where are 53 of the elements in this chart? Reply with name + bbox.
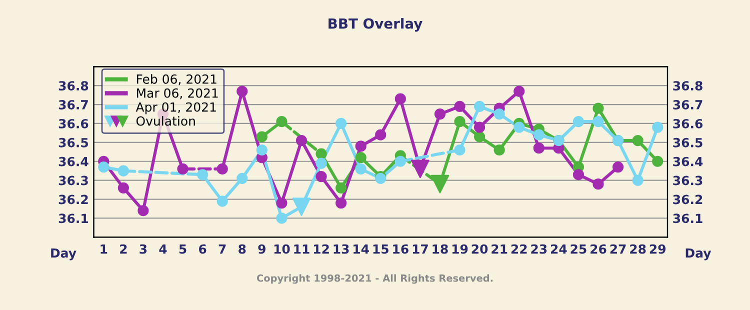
x-tick-label: 7 bbox=[218, 244, 226, 254]
y-tick-label: 36.2 bbox=[58, 194, 88, 204]
x-tick-label: 27 bbox=[610, 244, 626, 254]
x-tick-label: 20 bbox=[472, 244, 488, 254]
y-tick-label: 36.6 bbox=[58, 118, 88, 128]
x-tick-label: 3 bbox=[140, 244, 147, 254]
x-tick-label: 11 bbox=[294, 244, 310, 254]
x-tick-label: 12 bbox=[314, 244, 329, 254]
x-tick-label: 19 bbox=[452, 244, 468, 254]
x-tick-label: 25 bbox=[570, 244, 586, 254]
x-tick-label: 21 bbox=[492, 244, 508, 254]
y-tick-label: 36.3 bbox=[58, 176, 88, 186]
x-tick-label: 9 bbox=[258, 244, 266, 254]
legend-label: Feb 06, 2021 bbox=[136, 74, 216, 86]
y-tick-label: 36.5 bbox=[58, 138, 88, 148]
x-tick-label: 6 bbox=[198, 244, 206, 254]
legend-label: Mar 06, 2021 bbox=[136, 88, 218, 100]
y-tick-label: 36.1 bbox=[58, 214, 88, 224]
text: Day bbox=[686, 248, 712, 260]
x-tick-label: 16 bbox=[393, 244, 408, 254]
x-tick-label: 22 bbox=[511, 244, 527, 254]
x-tick-label: 15 bbox=[373, 244, 388, 254]
x-tick-label: 28 bbox=[630, 244, 646, 254]
y2-tick-label: 36.1 bbox=[673, 214, 702, 224]
x-tick-label: 4 bbox=[159, 244, 167, 254]
x-tick-label: 18 bbox=[432, 244, 448, 254]
y-tick-label: 36.8 bbox=[58, 81, 88, 91]
x-tick-label: 8 bbox=[238, 244, 246, 254]
x-tick-label: 14 bbox=[354, 244, 369, 254]
x-tick-label: 2 bbox=[120, 244, 127, 254]
x-tick-label: 29 bbox=[650, 244, 666, 254]
y2-tick-label: 36.2 bbox=[673, 194, 702, 204]
y2-tick-label: 36.3 bbox=[673, 176, 702, 186]
y-tick-label: 36.4 bbox=[58, 156, 88, 166]
x-tick-label: 26 bbox=[590, 244, 606, 254]
y2-tick-label: 36.7 bbox=[673, 100, 702, 110]
legend-label: Ovulation bbox=[136, 116, 195, 126]
x-tick-label: 1 bbox=[100, 244, 108, 254]
y2-tick-label: 36.5 bbox=[673, 138, 702, 148]
legend-label: Apr 01, 2021 bbox=[136, 102, 216, 114]
y-tick-label: 36.7 bbox=[58, 100, 88, 110]
chart-title: BBT Overlay bbox=[328, 18, 422, 32]
text: Copyright 1998-2021 - All Rights Reserved. bbox=[256, 274, 493, 284]
x-axis-title: Day bbox=[51, 248, 76, 260]
x-tick-label: 17 bbox=[412, 244, 428, 254]
x-tick-label: 5 bbox=[179, 244, 186, 254]
x-tick-label: 23 bbox=[531, 244, 547, 254]
x-tick-label: 24 bbox=[550, 244, 567, 254]
y2-tick-label: 36.8 bbox=[673, 81, 702, 91]
y2-tick-label: 36.6 bbox=[673, 118, 703, 128]
x-tick-label: 10 bbox=[274, 244, 290, 254]
x-tick-label: 13 bbox=[334, 244, 349, 254]
y2-tick-label: 36.4 bbox=[673, 156, 703, 166]
